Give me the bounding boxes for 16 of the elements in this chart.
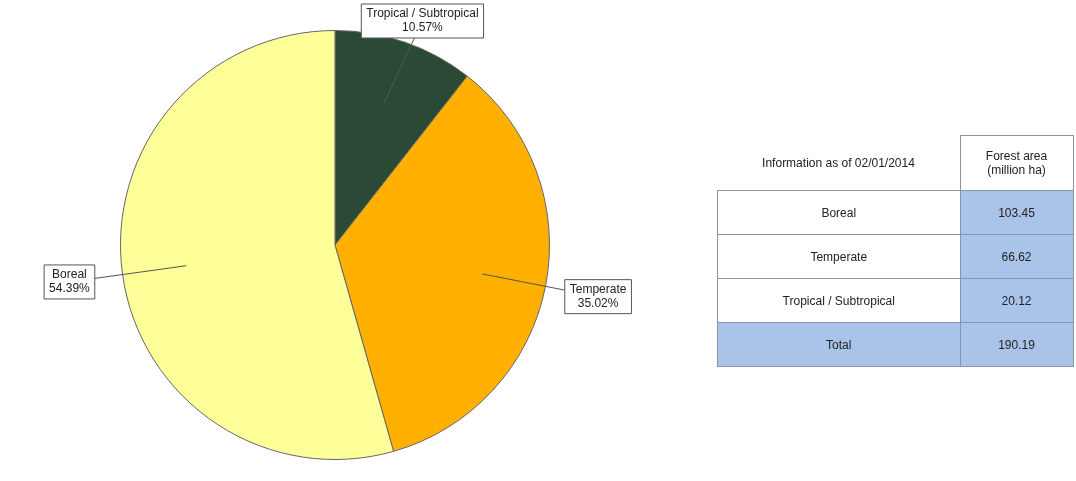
text: 103.45 [960, 190, 1073, 235]
slice-label: Boreal [52, 267, 87, 282]
slice-label: Temperate [569, 281, 627, 296]
text: Temperate [717, 234, 960, 279]
slice-label: Tropical / Subtropical [366, 6, 479, 21]
text: 190.19 [960, 322, 1073, 367]
text: 66.62 [960, 234, 1073, 279]
data-label: 35.02% [577, 295, 619, 310]
data-label: 54.39% [49, 281, 91, 296]
text: Tropical / Subtropical [717, 278, 960, 323]
text: 20.12 [960, 278, 1073, 323]
text: Total [717, 322, 960, 367]
text: Forest area (million ha) [960, 135, 1073, 191]
text: Information as of 02/01/2014 [761, 154, 916, 172]
text: Boreal [717, 190, 960, 235]
data-label: 10.57% [402, 20, 444, 35]
